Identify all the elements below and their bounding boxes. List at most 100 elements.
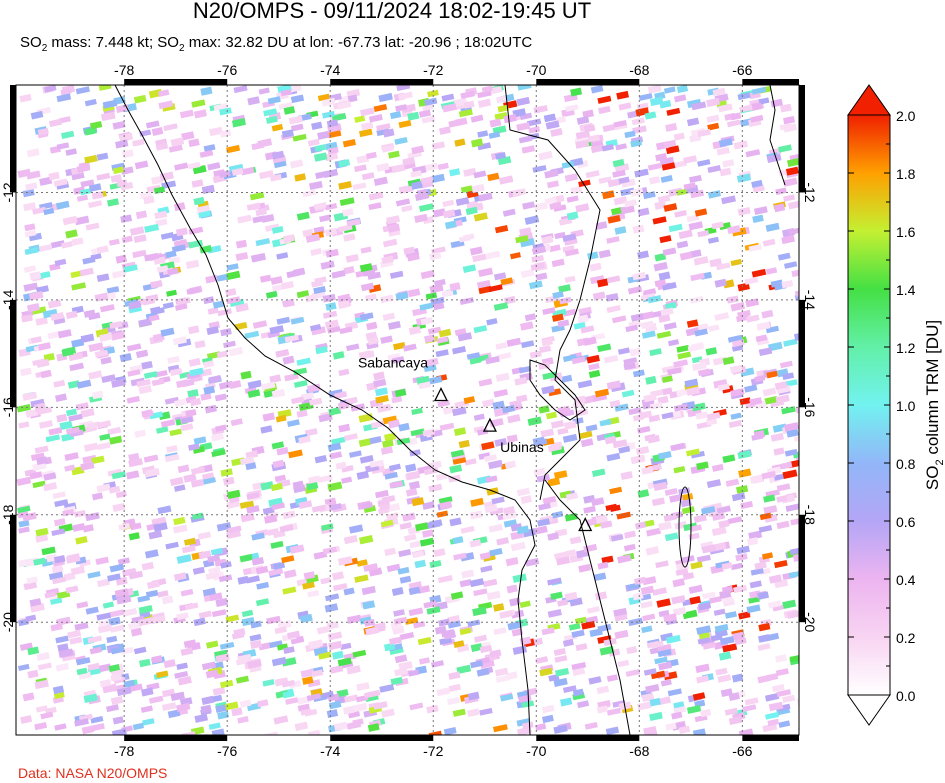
so2-pixel xyxy=(359,128,373,138)
so2-pixel xyxy=(728,716,743,725)
so2-pixel xyxy=(711,463,724,472)
so2-pixel xyxy=(38,243,53,252)
so2-pixel xyxy=(180,588,194,597)
so2-pixel xyxy=(459,297,474,305)
so2-pixel xyxy=(87,635,103,644)
so2-pixel xyxy=(35,527,49,537)
so2-pixel xyxy=(168,144,183,153)
so2-pixel xyxy=(298,500,313,509)
so2-pixel xyxy=(491,496,505,505)
so2-pixel xyxy=(282,298,295,308)
so2-pixel xyxy=(500,277,514,286)
so2-pixel xyxy=(618,102,632,111)
so2-pixel xyxy=(766,153,782,163)
so2-pixel xyxy=(22,391,38,401)
so2-pixel xyxy=(240,512,255,523)
so2-pixel xyxy=(335,461,347,470)
so2-pixel xyxy=(51,528,66,536)
so2-pixel xyxy=(25,408,39,418)
so2-pixel xyxy=(688,221,704,231)
so2-pixel xyxy=(180,647,194,656)
so2-pixel xyxy=(76,601,89,609)
so2-pixel xyxy=(157,505,172,515)
so2-pixel xyxy=(460,90,475,99)
so2-pixel xyxy=(645,684,660,694)
so2-pixel xyxy=(281,129,294,138)
so2-pixel xyxy=(250,620,262,629)
so2-pixel xyxy=(402,512,416,522)
so2-pixel xyxy=(97,578,110,588)
so2-pixel xyxy=(328,407,342,416)
so2-pixel xyxy=(682,609,698,620)
so2-pixel xyxy=(356,682,370,692)
so2-pixel xyxy=(379,503,391,511)
so2-pixel xyxy=(44,591,56,599)
so2-pixel xyxy=(102,601,114,609)
so2-pixel xyxy=(696,675,710,684)
so2-pixel xyxy=(68,413,83,422)
so2-pixel xyxy=(237,214,252,224)
so2-pixel xyxy=(172,336,187,346)
so2-pixel xyxy=(55,200,70,210)
so2-pixel xyxy=(419,537,435,547)
so2-pixel xyxy=(494,437,508,447)
so2-pixel xyxy=(654,200,667,210)
so2-pixel xyxy=(349,450,362,458)
so2-pixel xyxy=(143,195,155,205)
so2-pixel xyxy=(226,489,241,500)
so2-pixel xyxy=(153,307,165,315)
so2-pixel xyxy=(290,316,305,325)
so2-pixel xyxy=(640,600,653,609)
so2-pixel xyxy=(718,103,733,113)
so2-pixel xyxy=(75,86,90,95)
so2-pixel xyxy=(580,325,595,334)
so2-pixel xyxy=(711,526,727,536)
so2-pixel xyxy=(112,716,124,725)
so2-pixel xyxy=(651,497,665,507)
so2-pixel xyxy=(757,643,771,651)
so2-pixel xyxy=(268,568,284,577)
so2-pixel xyxy=(395,104,408,112)
so2-pixel xyxy=(37,342,51,351)
so2-pixel xyxy=(714,278,727,288)
axis-ticks: -78-78-76-76-74-74-72-72-70-70-68-68-66-… xyxy=(0,62,818,759)
so2-pixel xyxy=(22,512,37,522)
so2-pixel xyxy=(693,514,707,523)
so2-pixel xyxy=(583,124,596,133)
so2-pixel xyxy=(96,420,112,429)
so2-pixel xyxy=(477,98,492,108)
so2-pixel xyxy=(96,483,111,493)
so2-pixel xyxy=(66,408,78,417)
so2-pixel xyxy=(327,442,342,452)
so2-pixel xyxy=(69,362,84,372)
so2-pixel xyxy=(352,649,367,658)
so2-pixel xyxy=(145,120,160,129)
so2-pixel xyxy=(263,514,278,524)
so2-pixel xyxy=(296,409,308,418)
so2-pixel xyxy=(71,237,84,246)
so2-pixel xyxy=(208,566,221,575)
so2-pixel xyxy=(283,234,295,243)
so2-pixel xyxy=(731,492,746,502)
so2-pixel xyxy=(375,394,389,404)
so2-pixel xyxy=(412,550,425,558)
colorbar-tick-label: 0.4 xyxy=(896,572,916,588)
so2-pixel xyxy=(707,236,720,244)
so2-pixel xyxy=(199,245,212,254)
so2-pixel xyxy=(365,626,380,636)
so2-pixel xyxy=(578,179,591,188)
so2-pixel xyxy=(692,728,706,735)
lat-tick-label-right: -12 xyxy=(802,182,818,202)
so2-pixel xyxy=(562,433,578,443)
so2-pixel xyxy=(398,422,410,432)
so2-pixel xyxy=(473,170,487,179)
so2-pixel xyxy=(234,321,248,331)
so2-pixel xyxy=(749,580,762,589)
volcano-triangle-icon xyxy=(482,417,497,432)
so2-pixel xyxy=(758,622,771,632)
so2-pixel xyxy=(201,661,217,671)
so2-pixel xyxy=(697,229,710,238)
lon-tick-label-top: -66 xyxy=(732,62,752,78)
so2-pixel xyxy=(30,110,44,120)
so2-pixel xyxy=(541,385,555,395)
